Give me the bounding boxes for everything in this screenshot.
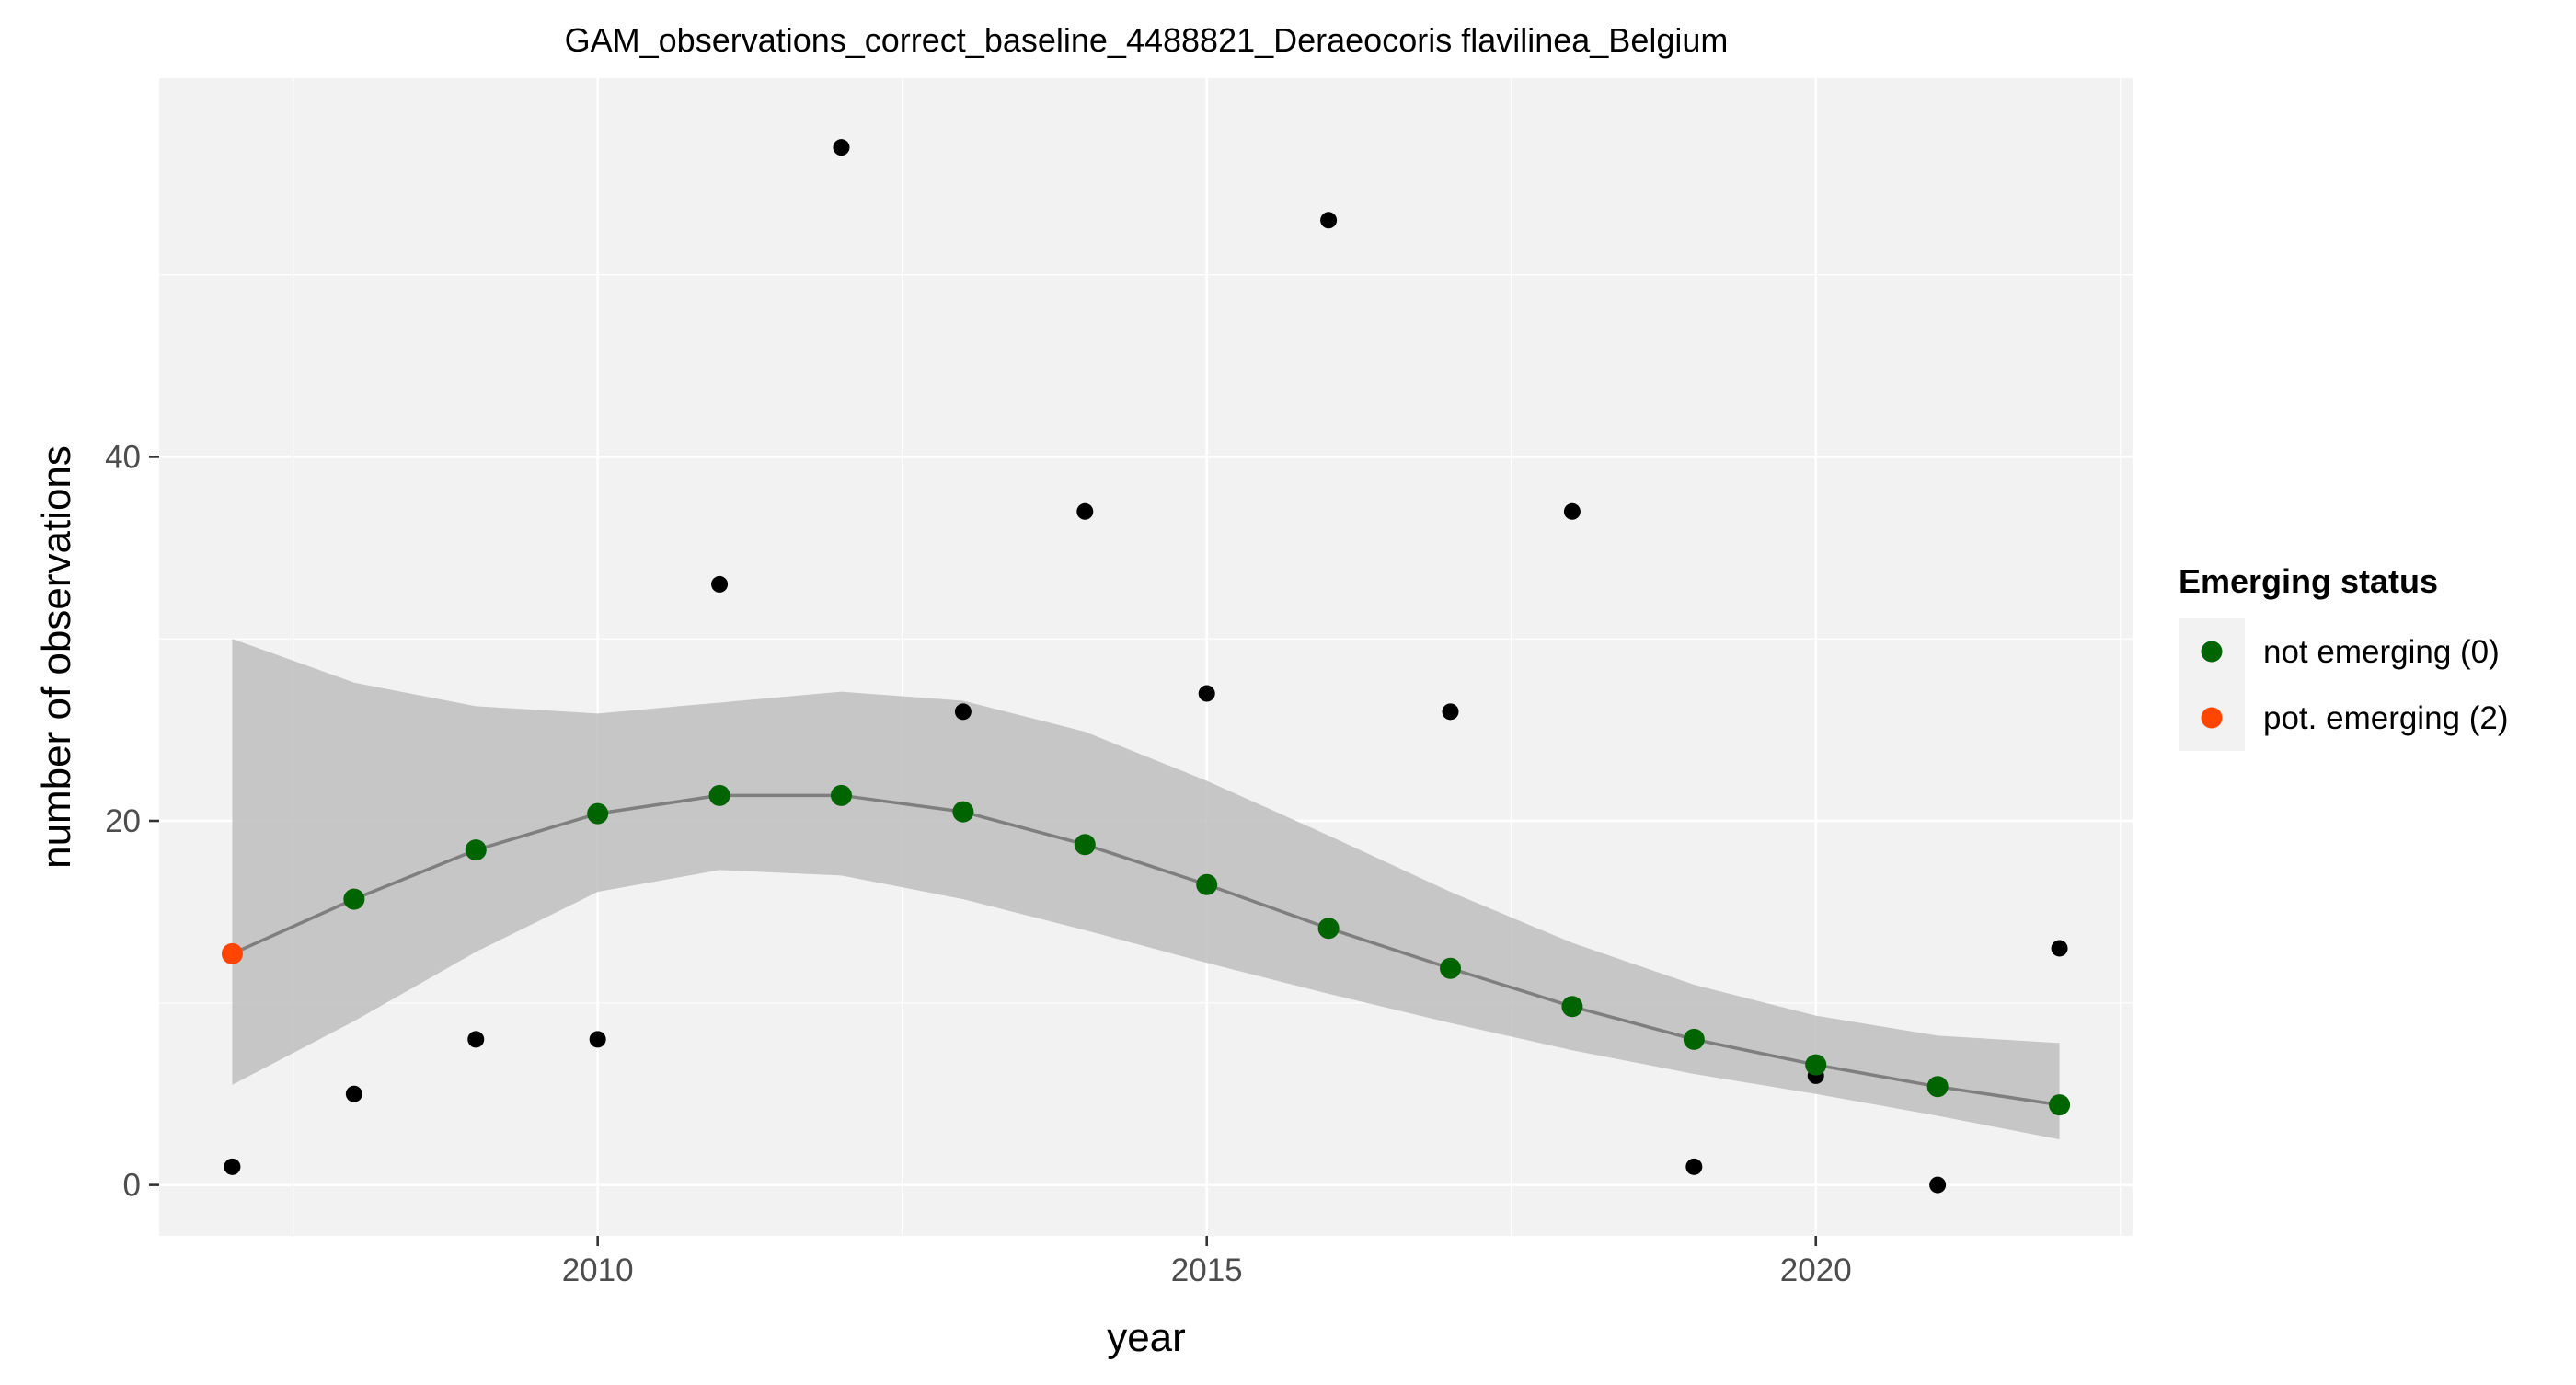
fit-point bbox=[343, 888, 365, 910]
observed-point bbox=[1685, 1158, 1703, 1175]
x-tick-label: 2020 bbox=[1780, 1252, 1852, 1288]
fit-points-layer bbox=[221, 784, 2071, 1116]
fit-point bbox=[1317, 918, 1340, 940]
fit-point bbox=[2049, 1094, 2071, 1116]
fit-point bbox=[587, 802, 609, 825]
observed-point bbox=[1442, 703, 1459, 721]
observed-layer bbox=[224, 139, 2068, 1194]
fit-point bbox=[465, 839, 487, 861]
legend: Emerging status not emerging (0) pot. eme… bbox=[2179, 562, 2509, 751]
observed-point bbox=[1076, 502, 1094, 520]
legend-title: Emerging status bbox=[2179, 562, 2438, 600]
x-tick-label: 2015 bbox=[1171, 1252, 1243, 1288]
observed-point bbox=[224, 1158, 241, 1175]
grid-minor bbox=[159, 78, 2133, 1236]
fit-point bbox=[708, 784, 730, 806]
fit-line-layer bbox=[231, 793, 2060, 1107]
x-tick-label: 2010 bbox=[562, 1252, 634, 1288]
observed-point bbox=[711, 575, 729, 593]
y-tick-label: 0 bbox=[123, 1168, 141, 1204]
observed-point bbox=[954, 703, 972, 721]
observed-point bbox=[833, 139, 850, 156]
fit-point bbox=[1683, 1028, 1705, 1050]
y-axis-label: number of observations bbox=[34, 445, 79, 869]
observed-point bbox=[2051, 940, 2068, 957]
observed-point bbox=[345, 1085, 362, 1102]
fit-point bbox=[1926, 1076, 1949, 1098]
fit-point bbox=[1074, 834, 1096, 856]
y-tick-label: 20 bbox=[105, 803, 141, 839]
observed-point bbox=[1563, 502, 1581, 520]
legend-label: pot. emerging (2) bbox=[2263, 700, 2509, 736]
observed-point bbox=[1929, 1176, 1947, 1194]
observed-point bbox=[1198, 685, 1215, 702]
fit-point bbox=[221, 942, 243, 964]
y-axis: 0 20 40 bbox=[105, 439, 159, 1204]
y-tick-label: 40 bbox=[105, 439, 141, 475]
observed-point bbox=[589, 1031, 606, 1048]
fit-point bbox=[1561, 996, 1583, 1018]
fit-point bbox=[830, 784, 852, 806]
fit-point bbox=[1440, 957, 1462, 979]
legend-label: not emerging (0) bbox=[2263, 634, 2500, 670]
legend-key-dot bbox=[2201, 707, 2223, 729]
fit-point bbox=[1805, 1054, 1827, 1076]
fit-point bbox=[1196, 873, 1218, 895]
x-axis: 2010 2015 2020 bbox=[562, 1236, 1852, 1288]
fit-point bbox=[952, 801, 974, 823]
fit-line bbox=[231, 793, 2060, 1107]
chart-title: GAM_observations_correct_baseline_448882… bbox=[565, 21, 1729, 59]
observed-point bbox=[467, 1031, 485, 1048]
observed-point bbox=[1320, 212, 1338, 229]
legend-key-dot bbox=[2201, 641, 2223, 663]
x-axis-label: year bbox=[1107, 1315, 1186, 1360]
